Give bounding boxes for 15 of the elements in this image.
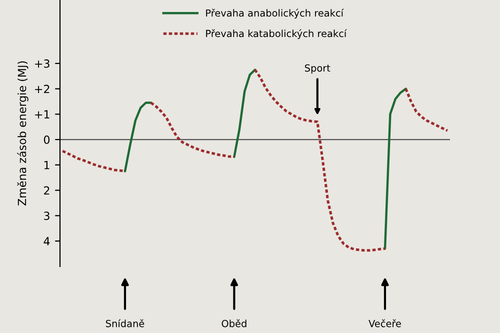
text: Večeře <box>368 319 401 328</box>
y-tick-label: +2 <box>35 84 50 94</box>
y-tick-label: 3 <box>44 212 50 220</box>
y-tick-label: +3 <box>35 59 50 68</box>
legend-label: Převaha anabolických reakcí <box>206 8 344 19</box>
legend-label: Převaha katabolických reakcí <box>206 29 347 40</box>
y-axis-title: Změna zásob energie (MJ) <box>17 61 28 206</box>
y-tick-label: +1 <box>35 110 50 118</box>
y-tick-label: 1 <box>44 161 50 170</box>
text: Snídaně <box>106 319 144 328</box>
y-tick-label: 4 <box>44 237 50 246</box>
y-tick-label: 0 <box>44 136 50 144</box>
annotation: Sport <box>304 64 330 74</box>
y-tick-label: 2 <box>44 186 50 195</box>
text: Oběd <box>222 319 246 328</box>
